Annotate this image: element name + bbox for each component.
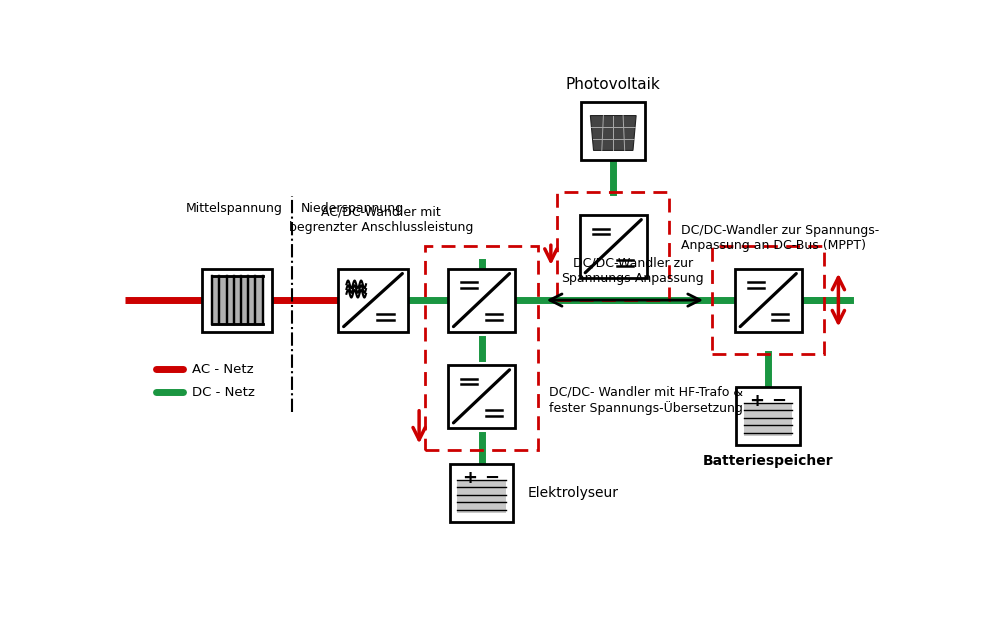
Text: +: + xyxy=(463,469,478,487)
Text: DC - Netz: DC - Netz xyxy=(192,386,255,399)
Text: Niederspannung: Niederspannung xyxy=(301,203,404,216)
Bar xyxy=(457,481,506,513)
Bar xyxy=(448,268,515,332)
Bar xyxy=(448,365,515,428)
Bar xyxy=(202,268,272,332)
Bar xyxy=(557,192,669,300)
Text: −: − xyxy=(484,469,500,487)
Bar xyxy=(580,214,647,278)
Text: Photovoltaik: Photovoltaik xyxy=(566,77,661,92)
Text: DC/DC- Wandler mit HF-Trafo &
fester Spannungs-Übersetzung: DC/DC- Wandler mit HF-Trafo & fester Spa… xyxy=(549,386,743,415)
Bar xyxy=(712,246,824,354)
Text: AC - Netz: AC - Netz xyxy=(192,363,254,376)
Bar xyxy=(425,246,538,450)
Text: DC/DC-Wandler zur
Spannungs-Anpassung: DC/DC-Wandler zur Spannungs-Anpassung xyxy=(561,256,704,285)
Polygon shape xyxy=(590,115,636,150)
Text: +: + xyxy=(749,392,764,410)
Bar xyxy=(736,386,800,445)
Bar xyxy=(450,463,513,522)
Bar xyxy=(581,102,645,160)
Bar xyxy=(338,268,408,332)
Text: AC/DC-Wandler mit
begrenzter Anschlussleistung: AC/DC-Wandler mit begrenzter Anschlussle… xyxy=(289,206,473,234)
Bar xyxy=(735,268,802,332)
Text: Batteriespeicher: Batteriespeicher xyxy=(703,454,834,468)
Bar xyxy=(212,276,263,324)
Text: −: − xyxy=(771,392,786,410)
Text: DC/DC-Wandler zur Spannungs-
Anpassung an DC-Bus (MPPT): DC/DC-Wandler zur Spannungs- Anpassung a… xyxy=(681,224,879,253)
Text: Mittelspannung: Mittelspannung xyxy=(185,203,282,216)
Bar xyxy=(744,404,792,436)
Text: Elektrolyseur: Elektrolyseur xyxy=(527,485,618,500)
